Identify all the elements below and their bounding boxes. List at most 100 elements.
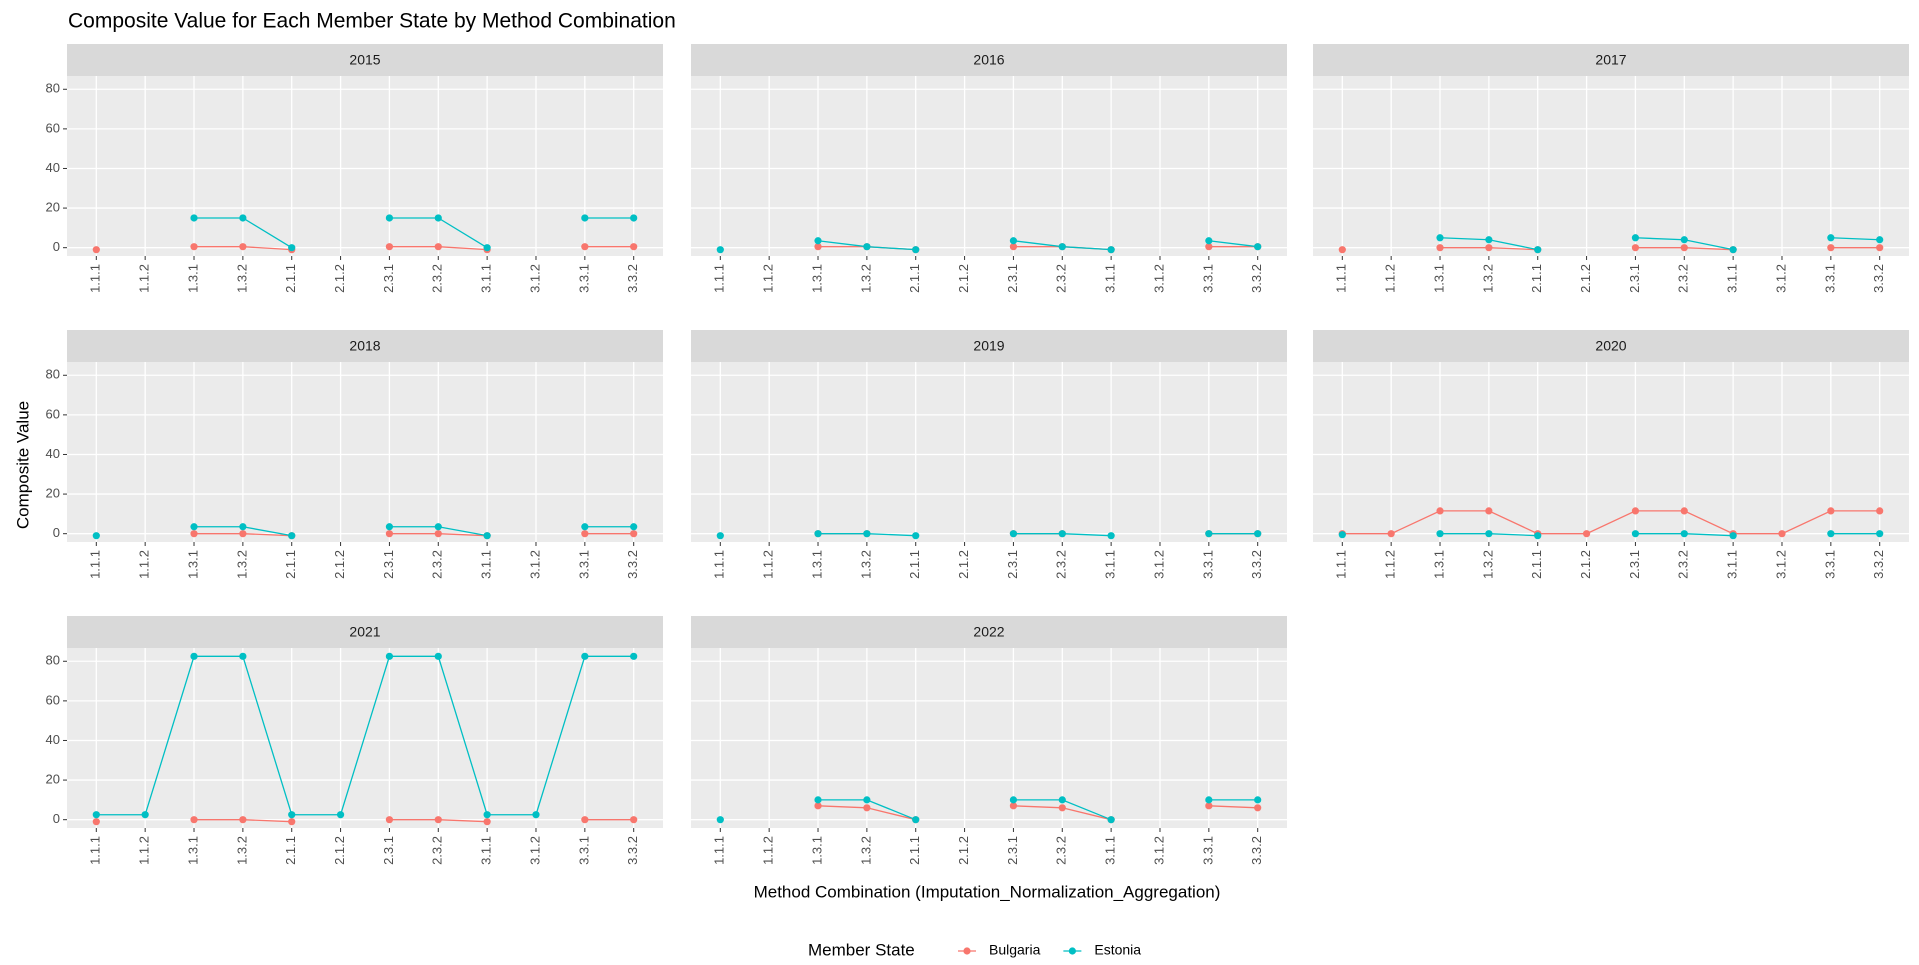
x-tick-label: 3.1.2 <box>527 836 542 865</box>
x-tick-label: 3.1.1 <box>1103 836 1118 865</box>
series-line <box>1342 510 1880 535</box>
x-tick-label: 1.3.1 <box>185 550 200 579</box>
x-tick-label: 1.3.2 <box>1480 550 1495 579</box>
y-tick-label: 0 <box>53 525 60 540</box>
data-point <box>1107 532 1115 540</box>
x-tick-label: 3.3.2 <box>1249 836 1264 865</box>
x-tick-label: 1.1.1 <box>1334 550 1349 579</box>
x-tick-label: 3.3.2 <box>1249 264 1264 293</box>
data-point <box>1436 234 1444 242</box>
y-tick-label: 80 <box>46 81 60 96</box>
data-point <box>1680 507 1688 515</box>
x-tick-label: 3.1.2 <box>527 550 542 579</box>
legend-label: Estonia <box>1094 942 1141 958</box>
x-tick-label: 2.3.1 <box>1627 550 1642 579</box>
x-tick-label: 3.3.1 <box>1200 550 1215 579</box>
x-axis-title: Method Combination (Imputation_Normaliza… <box>754 882 1221 901</box>
legend-key-point <box>963 947 971 955</box>
x-tick-label: 1.1.2 <box>137 264 152 293</box>
x-tick-label: 1.1.2 <box>761 836 776 865</box>
x-tick-label: 3.3.2 <box>1871 550 1886 579</box>
data-point <box>385 243 394 251</box>
data-point <box>1205 243 1213 251</box>
x-tick-label: 1.3.1 <box>809 836 824 865</box>
data-point <box>1436 530 1444 538</box>
data-point <box>141 811 149 819</box>
chart-title: Composite Value for Each Member State by… <box>68 10 676 33</box>
x-tick-label: 2.1.2 <box>332 264 347 293</box>
x-tick-label: 2.1.2 <box>1578 550 1593 579</box>
x-tick-label: 2.3.2 <box>430 264 445 293</box>
data-point <box>1009 243 1018 251</box>
data-point <box>336 811 345 819</box>
y-tick-label: 0 <box>53 239 60 254</box>
data-point <box>1058 530 1066 538</box>
x-tick-label: 3.3.1 <box>1200 836 1215 865</box>
data-point <box>1680 530 1688 538</box>
strip-label: 2022 <box>973 624 1004 640</box>
data-point <box>92 532 100 540</box>
x-tick-label: 1.3.2 <box>858 264 873 293</box>
panel <box>67 76 663 256</box>
data-point <box>1827 530 1835 538</box>
data-point <box>814 237 822 245</box>
legend-key-point <box>1068 947 1076 955</box>
data-point <box>1631 530 1640 538</box>
data-point <box>1729 246 1737 254</box>
data-point <box>581 652 589 660</box>
strip <box>67 616 663 648</box>
data-point <box>1436 507 1444 515</box>
data-point <box>1107 816 1115 824</box>
data-point <box>288 244 296 252</box>
data-point <box>1485 507 1493 515</box>
x-tick-label: 3.1.1 <box>479 550 494 579</box>
x-tick-label: 1.3.2 <box>858 836 873 865</box>
x-tick-label: 1.1.1 <box>88 264 103 293</box>
data-point <box>1107 246 1115 254</box>
strip <box>691 330 1287 362</box>
x-tick-label: 2.1.1 <box>907 264 922 293</box>
strip <box>1313 44 1909 76</box>
x-tick-label: 3.3.2 <box>625 550 640 579</box>
data-point <box>288 818 296 826</box>
x-tick-label: 2.1.2 <box>332 550 347 579</box>
y-tick-label: 60 <box>46 692 60 707</box>
x-tick-label: 1.1.2 <box>137 836 152 865</box>
data-point <box>434 652 442 660</box>
data-point <box>288 811 296 819</box>
data-point <box>288 532 296 540</box>
data-point <box>1778 530 1786 538</box>
data-point <box>814 796 822 804</box>
panel <box>67 648 663 828</box>
x-tick-label: 3.3.2 <box>625 264 640 293</box>
data-point <box>1680 236 1688 244</box>
strip-label: 2020 <box>1595 338 1626 354</box>
data-point <box>1436 244 1444 252</box>
strip <box>1313 330 1909 362</box>
series-line <box>96 655 634 816</box>
data-point <box>1254 796 1262 804</box>
y-tick-label: 40 <box>46 446 60 461</box>
strip-label: 2019 <box>973 338 1004 354</box>
x-tick-label: 3.1.2 <box>1773 550 1788 579</box>
data-point <box>863 530 871 538</box>
strip-label: 2018 <box>349 338 380 354</box>
data-point <box>1254 243 1262 251</box>
data-point <box>1631 234 1640 242</box>
panel <box>691 362 1287 542</box>
data-point <box>239 652 247 660</box>
data-point <box>630 243 638 251</box>
x-tick-label: 2.1.2 <box>332 836 347 865</box>
data-point <box>1680 244 1688 252</box>
x-tick-label: 2.3.1 <box>1005 550 1020 579</box>
strip <box>67 44 663 76</box>
data-point <box>1058 804 1066 812</box>
panel <box>691 76 1287 256</box>
y-tick-label: 80 <box>46 653 60 668</box>
x-tick-label: 2.1.1 <box>283 836 298 865</box>
data-point <box>814 243 822 251</box>
data-point <box>1534 532 1542 540</box>
data-point <box>1009 796 1018 804</box>
data-point <box>190 530 198 538</box>
x-tick-label: 1.3.1 <box>809 550 824 579</box>
